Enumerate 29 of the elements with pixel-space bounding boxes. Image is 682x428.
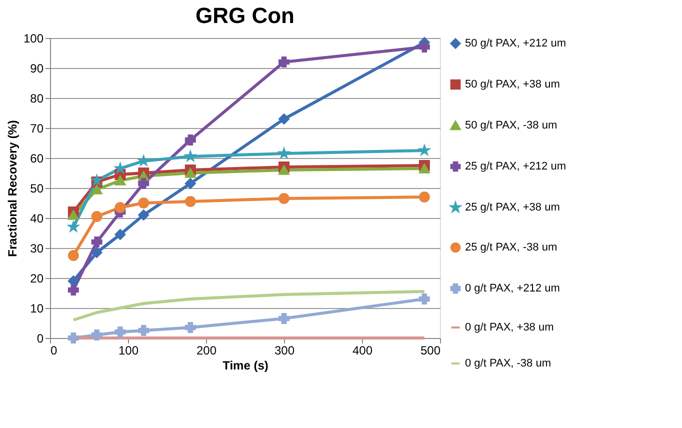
y-tick-label: 30 (30, 242, 44, 256)
legend-label: 25 g/t PAX, +212 um (465, 160, 566, 172)
x-tick-label: 200 (196, 344, 217, 358)
y-tick-label: 20 (30, 272, 44, 286)
legend-label: 0 g/t PAX, +38 um (465, 322, 554, 334)
y-tick-label: 90 (30, 62, 44, 76)
y-tick-label: 40 (30, 212, 44, 226)
chart-title: GRG Con (196, 3, 294, 28)
y-tick-label: 70 (30, 122, 44, 136)
y-tick-label: 10 (30, 302, 44, 316)
y-tick-label: 100 (23, 32, 44, 46)
x-tick-label: 0 (50, 344, 58, 358)
y-tick-label: 0 (36, 332, 44, 346)
y-tick-label: 60 (30, 152, 44, 166)
x-tick-label: 400 (352, 344, 373, 358)
x-axis-title: Time (s) (222, 358, 268, 372)
x-tick-label: 100 (118, 344, 139, 358)
y-axis-title: Fractional Recovery (%) (5, 120, 20, 257)
x-tick-label: 300 (274, 344, 295, 358)
legend-label: 25 g/t PAX, -38 um (465, 242, 558, 254)
legend-label: 50 g/t PAX, +212 um (465, 38, 566, 50)
y-tick-label: 80 (30, 92, 44, 106)
legend-label: 0 g/t PAX, -38 um (465, 358, 552, 370)
legend-label: 0 g/t PAX, +212 um (465, 282, 560, 294)
legend-label: 50 g/t PAX, -38 um (465, 120, 558, 132)
legend-label: 25 g/t PAX, +38 um (465, 202, 560, 214)
y-tick-label: 50 (30, 182, 44, 196)
x-tick-label: 500 (420, 344, 441, 358)
legend-label: 50 g/t PAX, +38 um (465, 78, 560, 90)
